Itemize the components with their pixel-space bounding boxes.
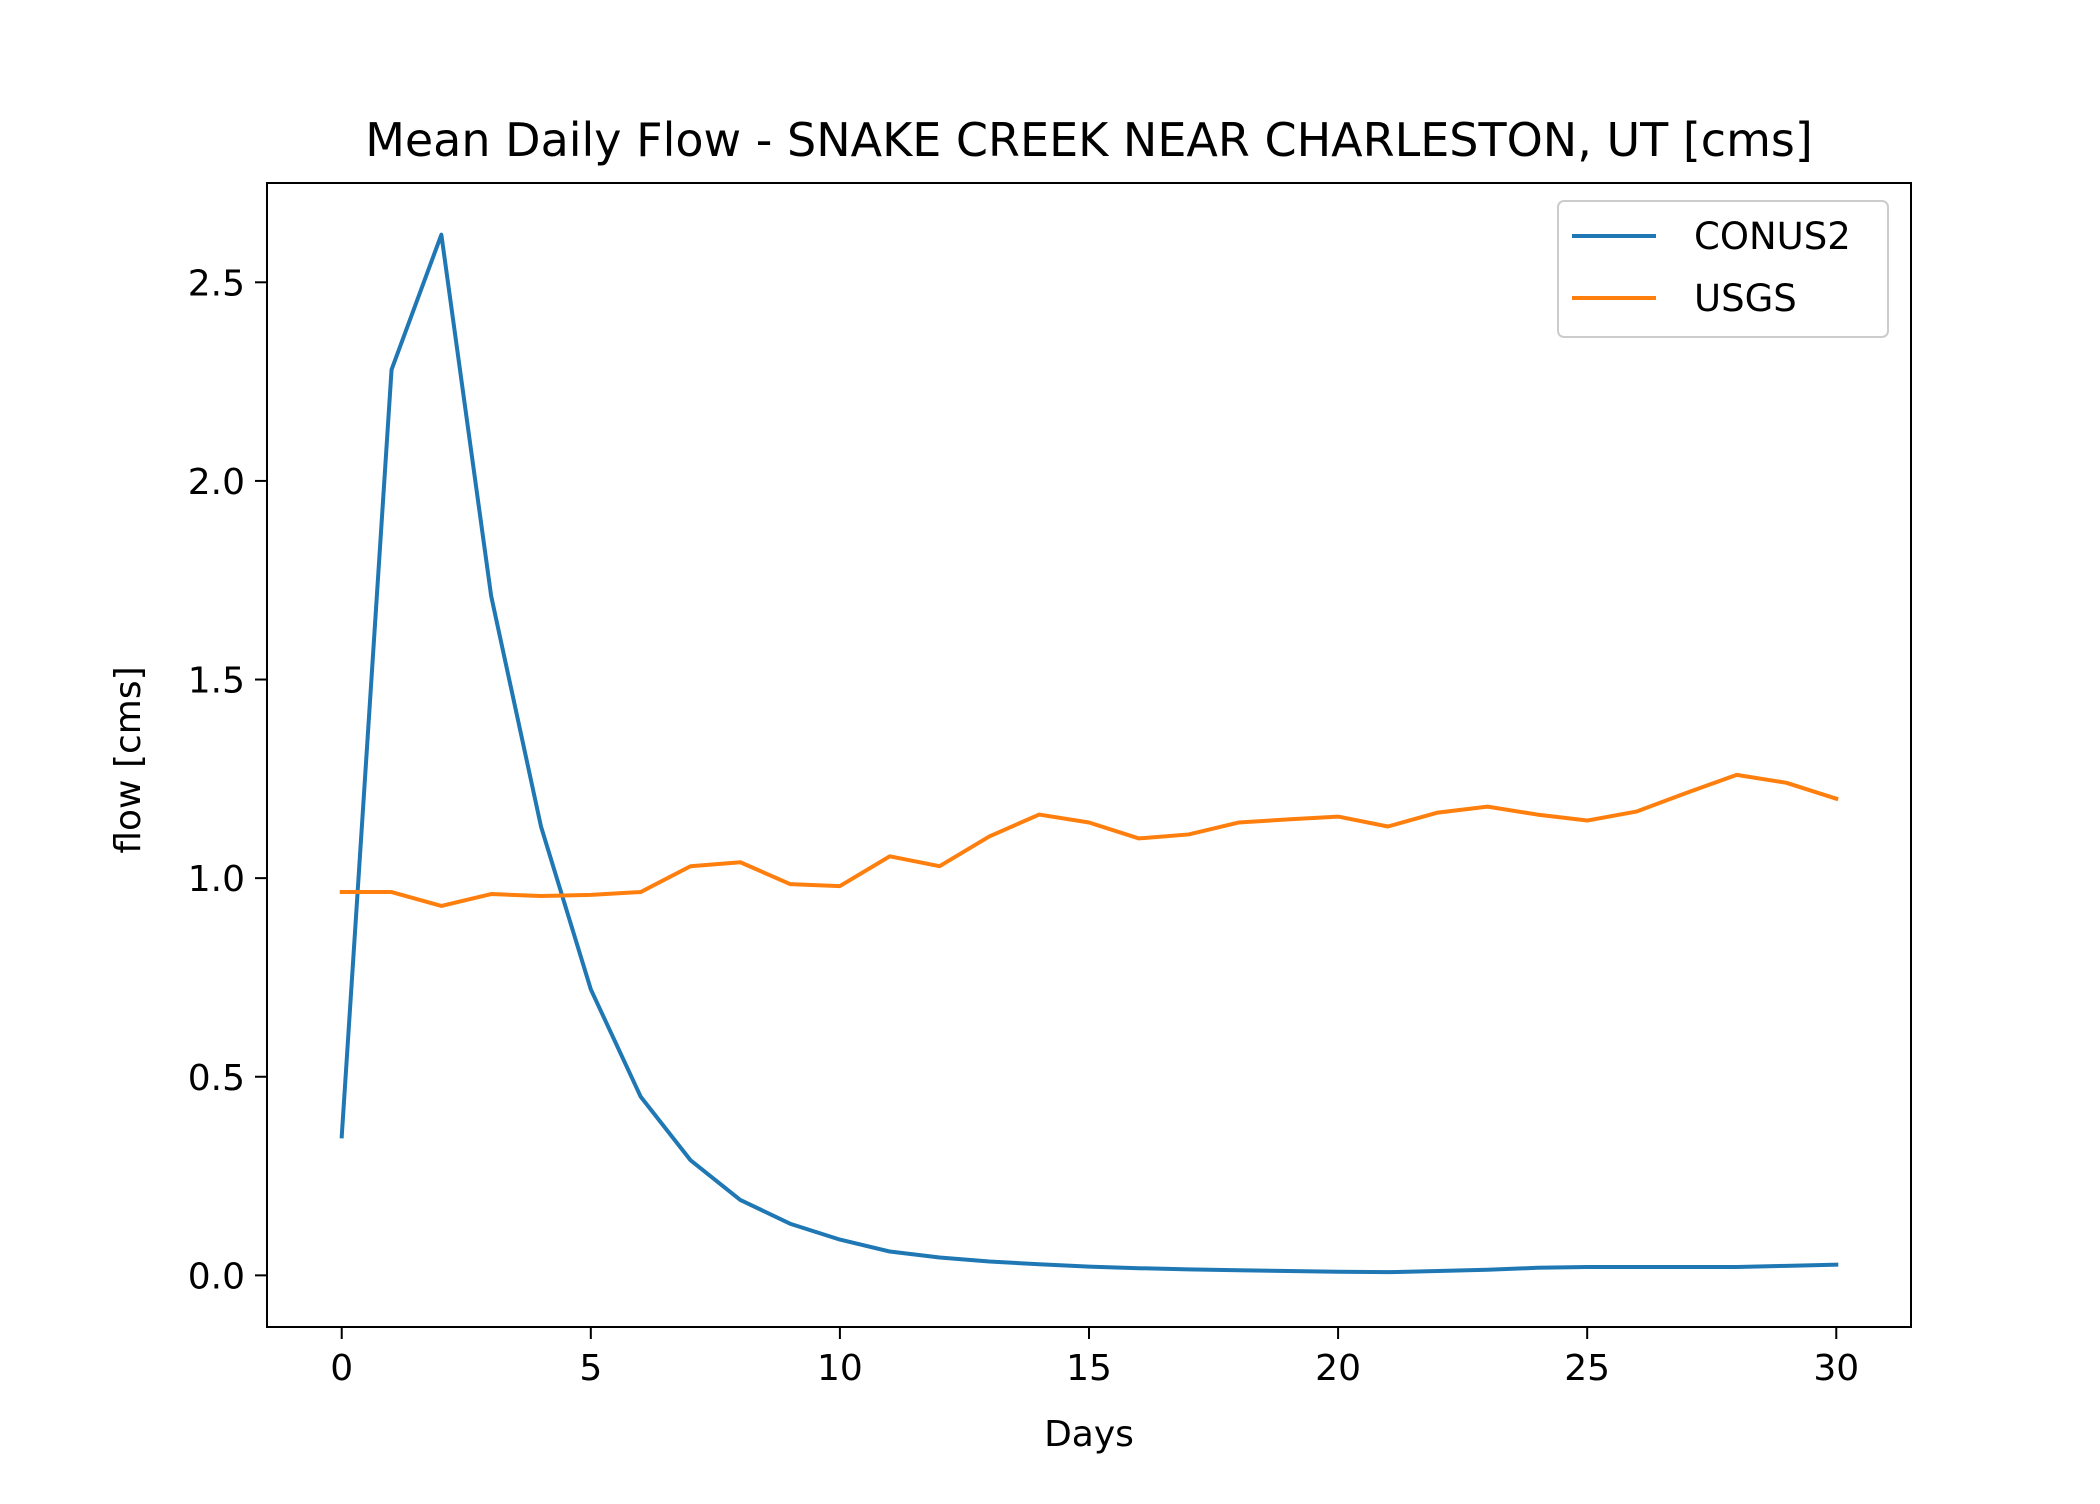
- x-tick-label: 5: [579, 1348, 602, 1389]
- y-tick-label: 0.0: [188, 1256, 245, 1297]
- y-tick-label: 2.0: [188, 462, 245, 503]
- x-tick-label: 25: [1564, 1348, 1610, 1389]
- y-axis-label: flow [cms]: [108, 666, 149, 853]
- series-line-conus2: [339, 232, 1839, 1275]
- x-tick-label: 20: [1315, 1348, 1361, 1389]
- series-line-usgs: [339, 772, 1839, 908]
- y-tick-label: 2.5: [188, 263, 245, 304]
- legend: CONUS2 USGS: [1557, 200, 1889, 338]
- plot-area: 0 5 10 15 20 25 30 0.0 0.5 1.0 1.5 2.0 2.5: [188, 182, 1912, 1389]
- y-tick-label: 0.5: [188, 1058, 245, 1099]
- legend-label-conus2: CONUS2: [1694, 215, 1851, 258]
- y-tick-label: 1.5: [188, 661, 245, 702]
- chart-title: Mean Daily Flow - SNAKE CREEK NEAR CHARL…: [365, 113, 1813, 167]
- x-tick-label: 15: [1066, 1348, 1112, 1389]
- y-tick-label: 1.0: [188, 859, 245, 900]
- legend-label-usgs: USGS: [1694, 277, 1797, 320]
- x-tick-label: 0: [330, 1348, 353, 1389]
- x-tick-label: 30: [1813, 1348, 1859, 1389]
- x-axis-label: Days: [1044, 1414, 1134, 1455]
- x-tick-label: 10: [817, 1348, 863, 1389]
